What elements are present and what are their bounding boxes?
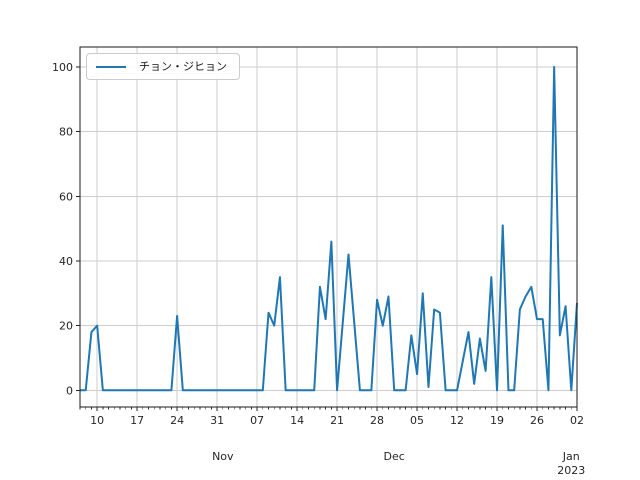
year-label: 2023 (557, 464, 585, 477)
y-tick-label: 40 (59, 255, 73, 268)
x-tick-label: 12 (450, 414, 464, 427)
label-layer: 0 20 40 60 80 100 10 17 24 31 07 14 21 28 05 12 19 26 02 No… (52, 61, 585, 477)
y-tick-label: 60 (59, 190, 73, 203)
x-tick-label: 10 (90, 414, 104, 427)
y-tick-label: 100 (52, 61, 73, 74)
month-label: Dec (384, 450, 405, 463)
x-tick-label: 14 (290, 414, 304, 427)
x-tick-label: 05 (410, 414, 424, 427)
tick-layer (76, 66, 578, 411)
x-tick-label: 24 (170, 414, 184, 427)
month-label: Jan (562, 450, 580, 463)
series-line (80, 65, 578, 392)
x-tick-label: 21 (330, 414, 344, 427)
x-tick-label: 07 (250, 414, 264, 427)
legend-line-sample (96, 65, 126, 68)
x-tick-label: 26 (530, 414, 544, 427)
y-tick-label: 0 (66, 384, 73, 397)
legend: チョン・ジヒョン (86, 53, 240, 80)
x-tick-label: 28 (370, 414, 384, 427)
x-tick-label: 19 (490, 414, 504, 427)
legend-label: チョン・ジヒョン (139, 60, 227, 73)
month-label: Nov (212, 450, 234, 463)
x-tick-label: 31 (210, 414, 224, 427)
x-tick-label: 02 (570, 414, 584, 427)
y-tick-label: 80 (59, 126, 73, 139)
x-tick-label: 17 (130, 414, 144, 427)
axes-spines (79, 46, 578, 408)
y-tick-label: 20 (59, 320, 73, 333)
